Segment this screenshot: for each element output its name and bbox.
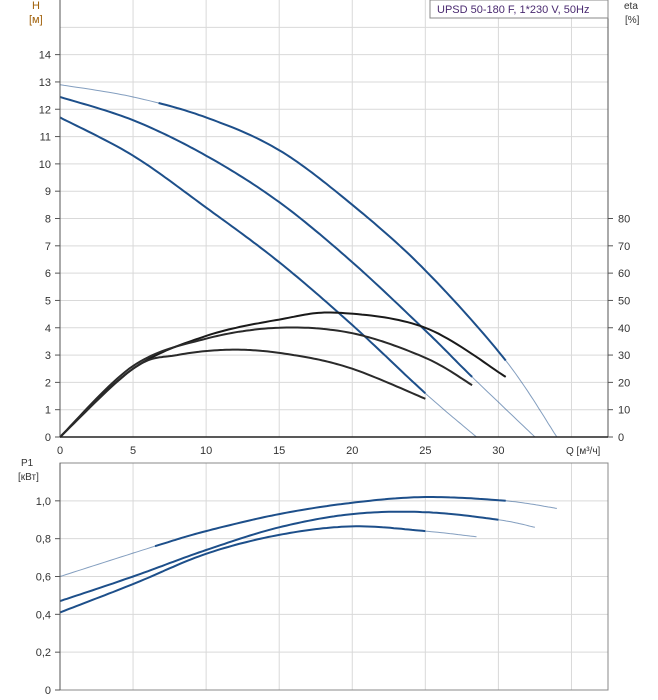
p1-tick-label: 0,2	[36, 647, 51, 659]
x-tick-label: 30	[492, 445, 504, 457]
h-tick-label: 2	[45, 377, 51, 389]
eta-tick-label: 10	[618, 405, 630, 417]
p1-tick-label: 0	[45, 685, 51, 697]
head-curve	[158, 102, 507, 362]
power-curve	[59, 525, 426, 614]
eta-axis-unit: [%]	[625, 15, 640, 26]
p1-axis-label: P1	[21, 458, 34, 469]
eta-tick-label: 70	[618, 241, 630, 253]
eta-axis-label: eta	[624, 1, 638, 12]
power-curve-thin	[59, 511, 536, 602]
head-curve-thin	[59, 96, 536, 438]
h-tick-label: 13	[39, 77, 51, 89]
eta-tick-label: 0	[618, 432, 624, 444]
h-tick-label: 9	[45, 186, 51, 198]
p1-tick-label: 0,8	[36, 534, 51, 546]
h-tick-label: 8	[45, 214, 51, 226]
axes: 0 5 10 15 20 25 300123456789101112131401020304…	[36, 0, 630, 697]
legend-box	[429, 0, 609, 19]
grid-upper	[60, 0, 608, 437]
grid-lower	[60, 462, 608, 690]
eta-tick-label: 60	[618, 268, 630, 280]
h-tick-label: 14	[39, 50, 51, 62]
x-tick-label: 5	[130, 445, 136, 457]
h-axis-unit: [м]	[29, 14, 43, 26]
efficiency-curve	[59, 326, 473, 438]
chart-title: UPSD 50-180 F, 1*230 V, 50Hz	[437, 4, 589, 16]
h-tick-label: 6	[45, 268, 51, 280]
eta-tick-label: 80	[618, 214, 630, 226]
head-curve	[59, 96, 473, 378]
h-tick-label: 5	[45, 295, 51, 307]
x-tick-label: 0	[57, 445, 63, 457]
head-curve-thin	[59, 116, 477, 438]
p1-tick-label: 0,4	[36, 609, 51, 621]
x-tick-label: 10	[200, 445, 212, 457]
h-tick-label: 1	[45, 405, 51, 417]
h-tick-label: 7	[45, 241, 51, 253]
efficiency-curve-thin	[59, 349, 426, 438]
efficiency-curve-thin	[59, 312, 506, 438]
x-tick-label: 25	[419, 445, 431, 457]
power-curve	[154, 496, 506, 548]
p1-axis-unit: [кВт]	[18, 472, 39, 483]
h-tick-label: 0	[45, 432, 51, 444]
head-curve	[59, 116, 426, 395]
h-tick-label: 12	[39, 104, 51, 116]
power-curve-thin	[59, 525, 477, 613]
series-upper	[59, 84, 558, 438]
series-lower	[59, 496, 557, 614]
h-tick-label: 4	[45, 323, 51, 335]
eta-tick-label: 20	[618, 377, 630, 389]
eta-tick-label: 30	[618, 350, 630, 362]
eta-tick-label: 50	[618, 295, 630, 307]
efficiency-curve	[59, 348, 426, 438]
x-tick-label: 20	[346, 445, 358, 457]
power-curve	[59, 510, 499, 603]
head-curve-thin	[59, 84, 558, 438]
h-tick-label: 10	[39, 159, 51, 171]
h-axis-label: H	[32, 0, 40, 12]
efficiency-curve	[59, 311, 507, 438]
h-tick-label: 3	[45, 350, 51, 362]
h-tick-label: 11	[40, 132, 51, 144]
p1-tick-label: 1,0	[36, 496, 51, 508]
x-tick-label: 15	[273, 445, 285, 457]
eta-tick-label: 40	[618, 323, 630, 335]
q-axis-label: Q [м³/ч]	[566, 446, 601, 457]
p1-tick-label: 0,6	[36, 572, 51, 584]
